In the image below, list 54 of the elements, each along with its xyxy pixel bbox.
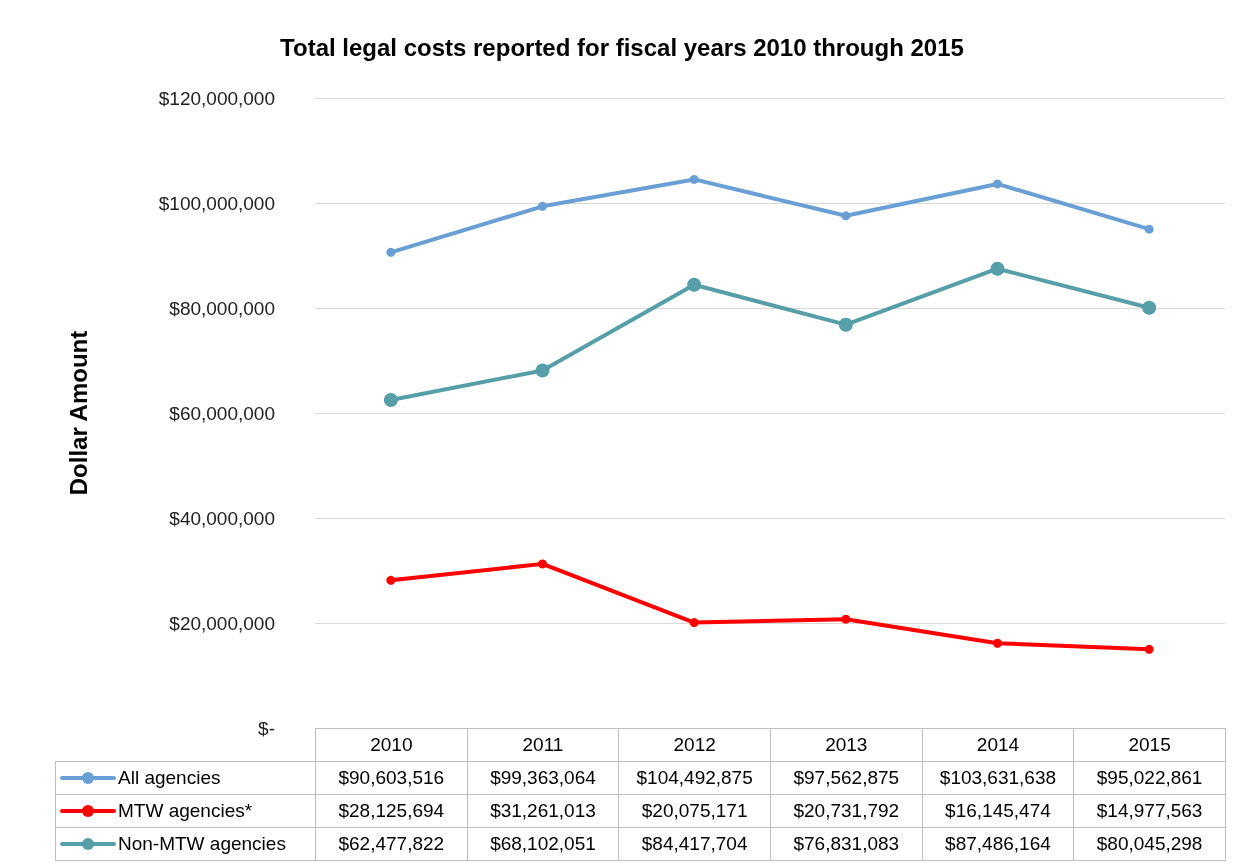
point (1142, 300, 1157, 315)
point (1144, 224, 1154, 234)
data-label: $16,145,474 (922, 794, 1074, 828)
data-label: $90,603,516 (315, 761, 468, 795)
x-tick-label: 2010 (315, 728, 468, 762)
y-axis-title: Dollar Amount (64, 330, 92, 496)
point (841, 211, 851, 221)
point (535, 363, 550, 378)
point (687, 277, 702, 292)
data-label: $20,731,792 (770, 794, 923, 828)
y-tick-label: $100,000,000 (158, 192, 275, 214)
x-tick-label: 2014 (922, 728, 1074, 762)
point (386, 247, 396, 257)
data-label: $68,102,051 (467, 827, 619, 861)
data-label: $76,831,083 (770, 827, 923, 861)
x-tick-label: 2011 (467, 728, 619, 762)
data-label: $99,363,064 (467, 761, 619, 795)
legend-label: All agencies (118, 766, 221, 789)
data-label: $97,562,875 (770, 761, 923, 795)
chart-title: Total legal costs reported for fiscal years 2010 through 2015 (280, 33, 964, 61)
data-label: $20,075,171 (618, 794, 771, 828)
legend-label: MTW agencies* (118, 799, 253, 822)
point (383, 392, 398, 407)
point (993, 179, 1002, 189)
point (993, 638, 1002, 648)
point (689, 174, 699, 184)
x-tick-label: 2012 (618, 728, 771, 762)
point (538, 201, 547, 211)
y-tick-label: $60,000,000 (169, 402, 275, 424)
data-label: $31,261,013 (467, 794, 619, 828)
point (841, 614, 851, 624)
y-tick-label: $80,000,000 (169, 297, 275, 319)
data-label: $14,977,563 (1073, 794, 1226, 828)
y-tick-label: $120,000,000 (158, 87, 275, 109)
data-label: $104,492,875 (618, 761, 771, 795)
legend-label: Non-MTW agencies (118, 832, 286, 855)
y-tick-label: $40,000,000 (169, 507, 275, 529)
data-label: $62,477,822 (315, 827, 468, 861)
x-tick-label: 2013 (770, 728, 923, 762)
data-label: $103,631,638 (922, 761, 1074, 795)
data-label: $87,486,164 (922, 827, 1074, 861)
y-tick-label: $20,000,000 (169, 612, 275, 634)
data-label: $84,417,704 (618, 827, 771, 861)
data-label: $95,022,861 (1073, 761, 1226, 795)
y-tick-label: $- (258, 717, 275, 739)
point (386, 575, 396, 585)
point (990, 261, 1005, 276)
point (838, 317, 853, 332)
data-label: $28,125,694 (315, 794, 468, 828)
point (538, 559, 547, 569)
data-label: $80,045,298 (1073, 827, 1226, 861)
point (1144, 644, 1154, 654)
x-tick-label: 2015 (1073, 728, 1226, 762)
point (689, 618, 699, 628)
